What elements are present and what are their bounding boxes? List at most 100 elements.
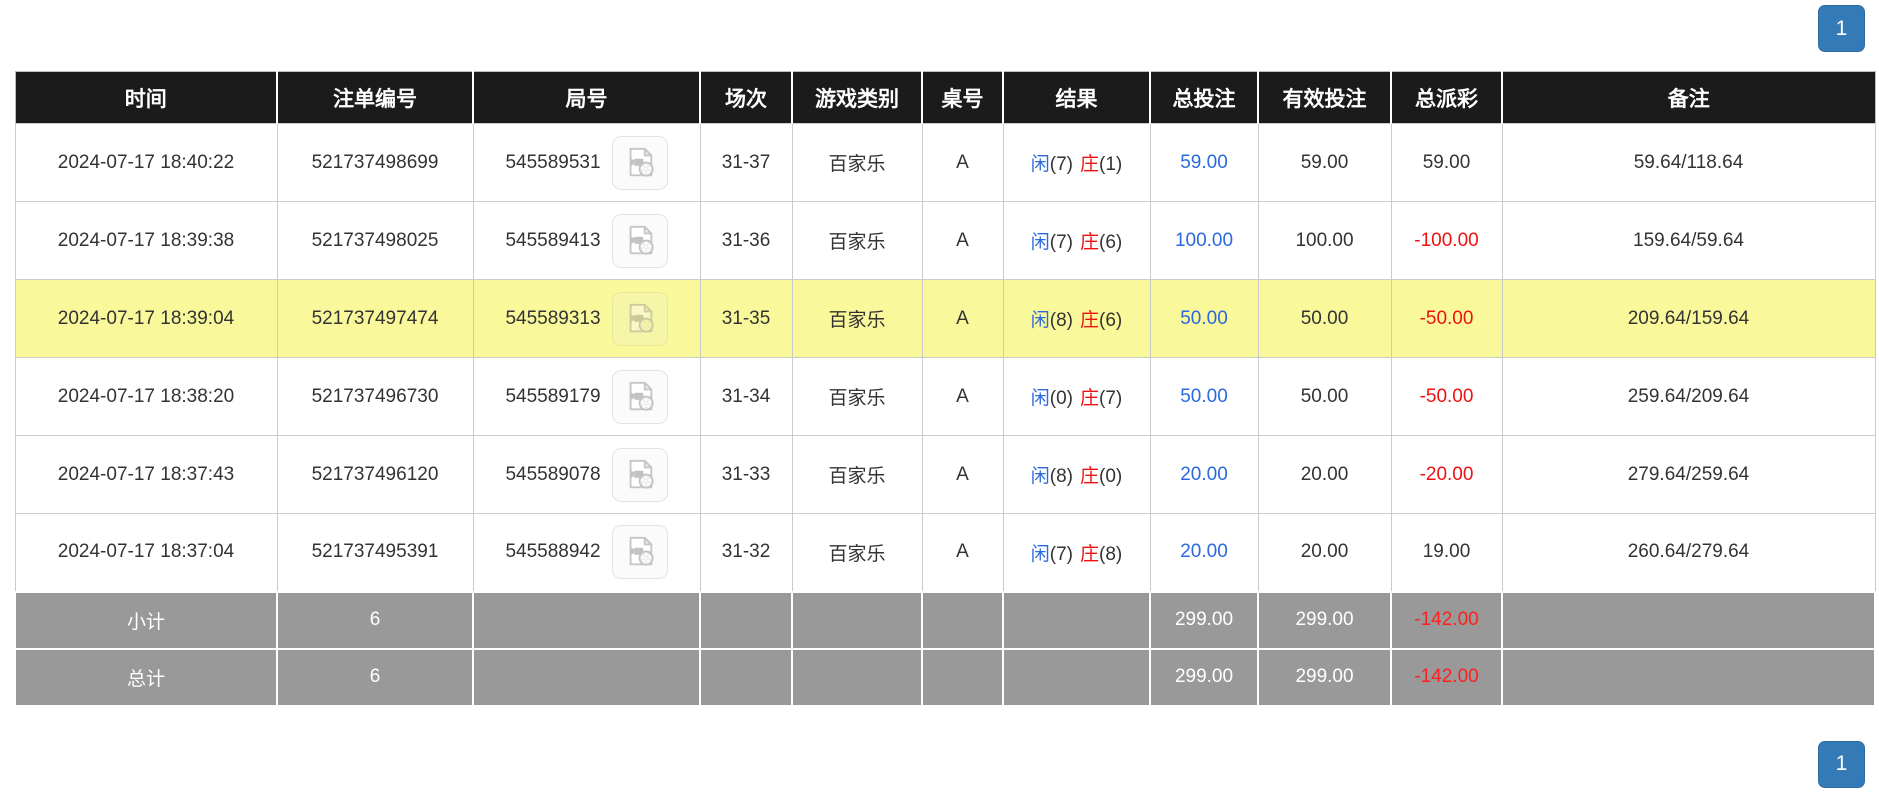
subtotal-valid-bet: 299.00 xyxy=(1257,590,1392,650)
cell-round-id: 545589179 xyxy=(472,357,701,436)
cell-remark: 279.64/259.64 xyxy=(1501,435,1876,514)
header-total-bet: 总投注 xyxy=(1149,71,1258,124)
subtotal-total-payout: -142.00 xyxy=(1390,590,1503,650)
cell-remark: 259.64/209.64 xyxy=(1501,357,1876,436)
round-id-text: 545588942 xyxy=(505,541,601,563)
cell-valid-bet: 20.00 xyxy=(1257,435,1392,514)
banker-label: 庄 xyxy=(1080,310,1100,331)
subtotal-row: 小计 6 299.00 299.00 -142.00 xyxy=(14,590,1876,650)
cell-table-no: A xyxy=(921,513,1004,592)
total-empty-cell xyxy=(1501,647,1876,707)
cell-bet-id: 521737498699 xyxy=(276,123,474,202)
video-replay-button[interactable] xyxy=(611,525,668,580)
cell-time: 2024-07-17 18:38:20 xyxy=(14,357,278,436)
video-replay-button[interactable] xyxy=(611,135,668,190)
cell-bet-id: 521737498025 xyxy=(276,201,474,280)
cell-time: 2024-07-17 18:37:43 xyxy=(14,435,278,514)
cell-game-type: 百家乐 xyxy=(791,513,923,592)
cell-session: 31-33 xyxy=(699,435,793,514)
player-label: 闲 xyxy=(1030,232,1050,253)
cell-table-no: A xyxy=(921,201,1004,280)
video-replay-button[interactable] xyxy=(611,447,668,502)
banker-label: 庄 xyxy=(1080,154,1100,175)
header-remark: 备注 xyxy=(1501,71,1875,124)
cell-game-type: 百家乐 xyxy=(791,357,923,436)
cell-round-id: 545588942 xyxy=(472,513,701,592)
cell-game-type: 百家乐 xyxy=(791,201,923,280)
banker-points: (8) xyxy=(1099,543,1123,565)
cell-game-type: 百家乐 xyxy=(791,279,923,358)
cell-table-no: A xyxy=(921,279,1004,358)
cell-table-no: A xyxy=(921,357,1004,436)
video-file-icon xyxy=(629,459,654,489)
round-id-text: 545589313 xyxy=(505,307,601,329)
page-1-button[interactable]: 1 xyxy=(1818,740,1865,788)
cell-result: 闲(8) 庄(6) xyxy=(1002,279,1151,358)
player-label: 闲 xyxy=(1030,154,1050,175)
total-row: 总计 6 299.00 299.00 -142.00 xyxy=(14,647,1876,707)
cell-total-payout: -100.00 xyxy=(1390,201,1503,280)
cell-round-id: 545589313 xyxy=(472,279,701,358)
total-total-bet: 299.00 xyxy=(1149,647,1259,707)
player-points: (7) xyxy=(1049,154,1073,175)
cell-total-payout: 19.00 xyxy=(1390,513,1503,592)
cell-total-bet: 20.00 xyxy=(1149,513,1259,592)
cell-time: 2024-07-17 18:37:04 xyxy=(14,513,278,592)
subtotal-count: 6 xyxy=(276,590,474,650)
table-row[interactable]: 2024-07-17 18:39:38 521737498025 5455894… xyxy=(14,201,1876,280)
table-row-highlighted[interactable]: 2024-07-17 18:39:04 521737497474 5455893… xyxy=(14,279,1876,358)
subtotal-empty-cell xyxy=(472,590,701,650)
player-label: 闲 xyxy=(1030,388,1050,409)
cell-time: 2024-07-17 18:39:04 xyxy=(14,279,278,358)
player-label: 闲 xyxy=(1030,543,1050,565)
video-replay-button[interactable] xyxy=(611,369,668,424)
subtotal-total-bet: 299.00 xyxy=(1149,590,1259,650)
header-table-no: 桌号 xyxy=(921,71,1003,124)
total-empty-cell xyxy=(791,647,923,707)
cell-result: 闲(7) 庄(1) xyxy=(1002,123,1151,202)
total-empty-cell xyxy=(1002,647,1151,707)
table-row[interactable]: 2024-07-17 18:37:04 521737495391 5455889… xyxy=(14,513,1876,592)
banker-label: 庄 xyxy=(1080,388,1100,409)
cell-table-no: A xyxy=(921,435,1004,514)
cell-valid-bet: 50.00 xyxy=(1257,279,1392,358)
header-time: 时间 xyxy=(15,71,277,124)
player-points: (7) xyxy=(1049,232,1073,253)
video-file-icon xyxy=(629,303,654,333)
player-points: (0) xyxy=(1049,388,1073,409)
video-replay-button[interactable] xyxy=(611,291,668,346)
cell-session: 31-34 xyxy=(699,357,793,436)
video-file-icon xyxy=(629,225,654,255)
cell-round-id: 545589531 xyxy=(472,123,701,202)
table-row[interactable]: 2024-07-17 18:40:22 521737498699 5455895… xyxy=(14,123,1876,202)
subtotal-empty-cell xyxy=(1002,590,1151,650)
cell-remark: 209.64/159.64 xyxy=(1501,279,1876,358)
table-row[interactable]: 2024-07-17 18:38:20 521737496730 5455891… xyxy=(14,357,1876,436)
subtotal-empty-cell xyxy=(921,590,1004,650)
video-file-icon xyxy=(629,147,654,177)
video-replay-button[interactable] xyxy=(611,213,668,268)
round-id-text: 545589413 xyxy=(505,229,601,251)
cell-session: 31-37 xyxy=(699,123,793,202)
table-header: 时间 注单编号 局号 场次 游戏类别 桌号 结果 总投注 有效投注 总派彩 备注 xyxy=(15,71,1875,124)
total-total-payout: -142.00 xyxy=(1390,647,1503,707)
banker-points: (7) xyxy=(1099,388,1123,409)
cell-remark: 159.64/59.64 xyxy=(1501,201,1876,280)
banker-points: (0) xyxy=(1099,466,1123,487)
subtotal-empty-cell xyxy=(1501,590,1876,650)
subtotal-label: 小计 xyxy=(14,590,278,650)
page-1-button[interactable]: 1 xyxy=(1818,5,1865,52)
total-empty-cell xyxy=(699,647,793,707)
cell-total-bet: 59.00 xyxy=(1149,123,1259,202)
cell-remark: 260.64/279.64 xyxy=(1501,513,1876,592)
cell-result: 闲(7) 庄(6) xyxy=(1002,201,1151,280)
table-row[interactable]: 2024-07-17 18:37:43 521737496120 5455890… xyxy=(14,435,1876,514)
cell-bet-id: 521737497474 xyxy=(276,279,474,358)
header-round-id: 局号 xyxy=(472,71,700,124)
cell-valid-bet: 50.00 xyxy=(1257,357,1392,436)
header-session: 场次 xyxy=(699,71,792,124)
cell-table-no: A xyxy=(921,123,1004,202)
video-file-icon xyxy=(629,537,654,566)
cell-total-bet: 100.00 xyxy=(1149,201,1259,280)
